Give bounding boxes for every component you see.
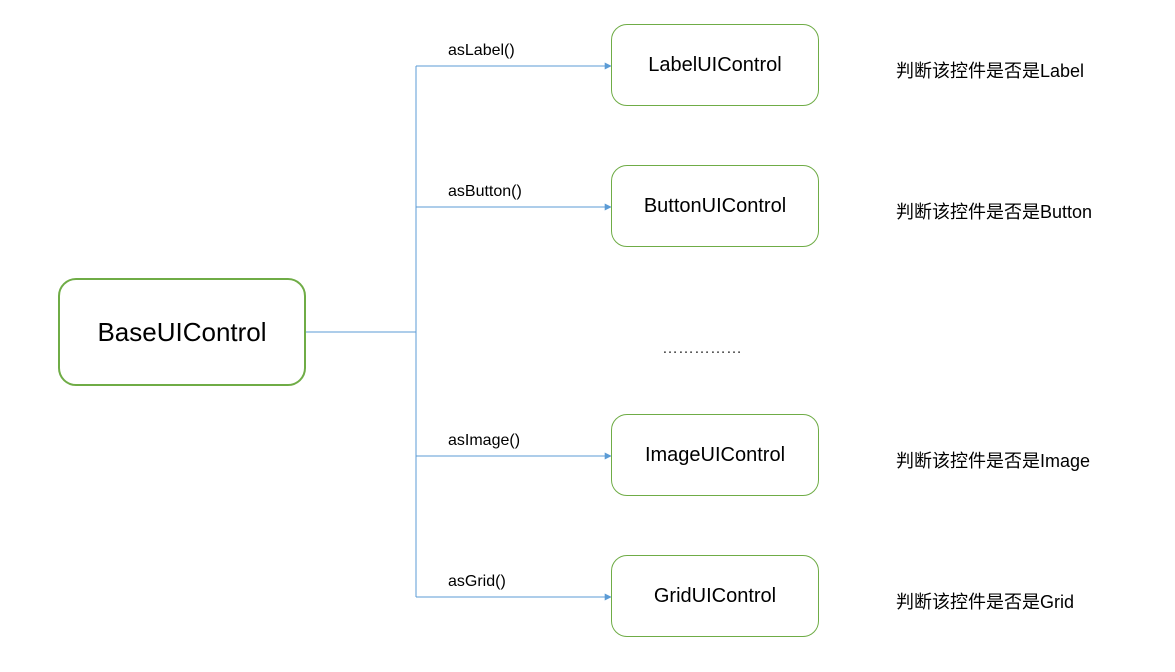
node-label: LabelUIControl [648,54,781,77]
node-base-ui-control: BaseUIControl [58,278,306,386]
description-grid: 判断该控件是否是Grid [896,588,1074,614]
node-image-ui-control: ImageUIControl [611,414,819,496]
node-label: BaseUIControl [97,317,266,348]
edge-label-image: asImage() [448,432,520,450]
node-label-ui-control: LabelUIControl [611,24,819,106]
description-label: 判断该控件是否是Label [896,57,1084,83]
edge-label-button: asButton() [448,183,522,201]
edge-label-label: asLabel() [448,42,515,60]
node-grid-ui-control: GridUIControl [611,555,819,637]
edge-label-grid: asGrid() [448,573,506,591]
description-image: 判断该控件是否是Image [896,447,1090,473]
ellipsis-text: …………… [662,340,742,358]
description-button: 判断该控件是否是Button [896,198,1092,224]
node-label: GridUIControl [654,585,776,608]
node-label: ImageUIControl [645,444,785,467]
node-label: ButtonUIControl [644,195,786,218]
node-button-ui-control: ButtonUIControl [611,165,819,247]
